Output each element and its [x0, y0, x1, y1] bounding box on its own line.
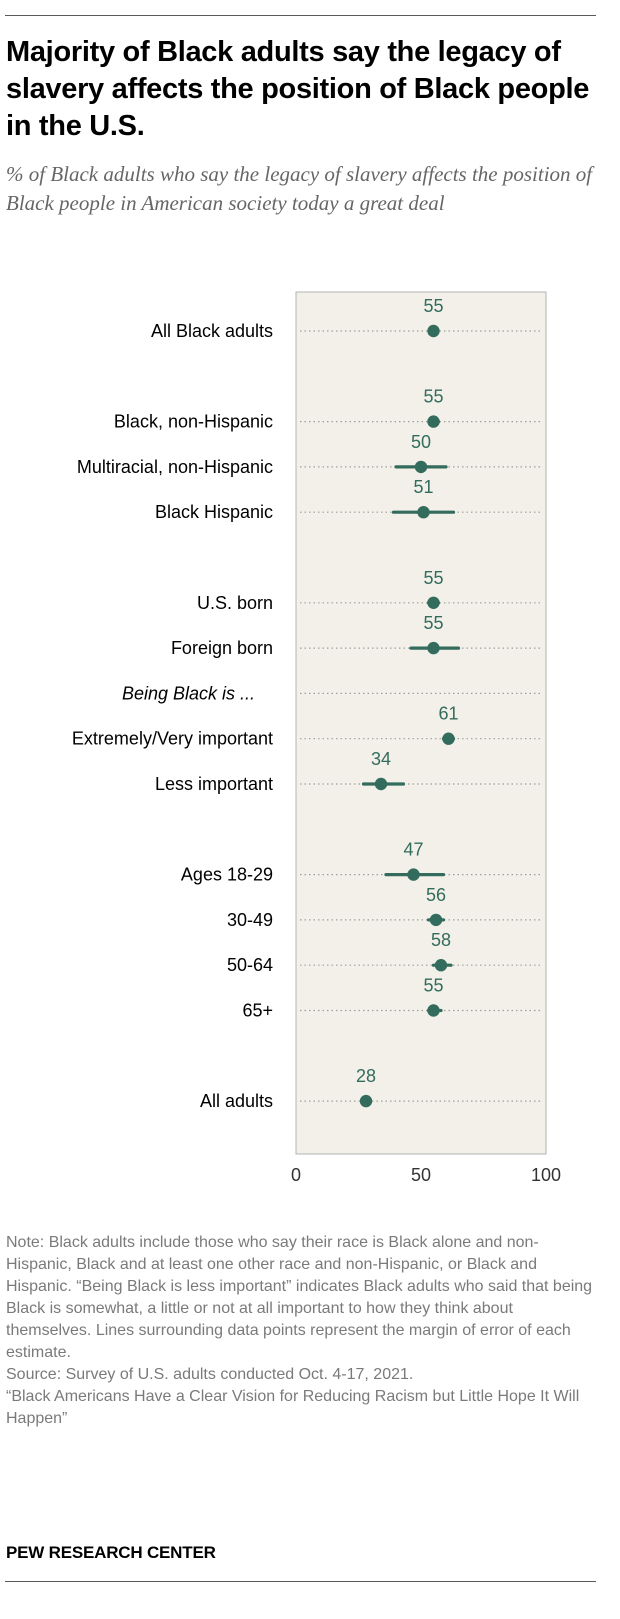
- data-label-65: 55: [423, 976, 443, 996]
- x-axis: 0 50 100: [291, 1165, 561, 1185]
- category-label-less-important: Less important: [155, 774, 273, 794]
- category-label-all-black-adults: All Black adults: [151, 321, 273, 341]
- data-point-65: [427, 1004, 440, 1017]
- data-label-extremely-very-important: 61: [438, 704, 458, 724]
- category-label-extremely-very-important: Extremely/Very important: [72, 729, 273, 749]
- category-label-black-non-hispanic: Black, non-Hispanic: [114, 412, 273, 432]
- category-label-30-49: 30-49: [227, 910, 273, 930]
- footer-notes: Note: Black adults include those who say…: [6, 1232, 596, 1430]
- data-label-all-adults: 28: [356, 1066, 376, 1086]
- bottom-rule: [5, 1581, 596, 1582]
- data-point-less-important: [374, 777, 388, 791]
- data-point-foreign-born: [427, 641, 440, 655]
- x-tick-label-100: 100: [531, 1165, 561, 1185]
- category-label-65: 65+: [242, 1001, 273, 1021]
- data-point-30-49: [429, 913, 443, 927]
- data-label-all-black-adults: 55: [423, 296, 443, 316]
- category-label-ages-18-29: Ages 18-29: [181, 865, 273, 885]
- data-label-ages-18-29: 47: [403, 840, 423, 860]
- group-header-label: Being Black is ...: [122, 683, 255, 703]
- data-label-30-49: 56: [426, 885, 446, 905]
- source-text: Source: Survey of U.S. adults conducted …: [6, 1366, 414, 1383]
- data-point-black-hispanic: [417, 506, 430, 519]
- category-label-u-s-born: U.S. born: [197, 593, 273, 613]
- category-label-50-64: 50-64: [227, 955, 273, 975]
- category-label-black-hispanic: Black Hispanic: [155, 502, 273, 522]
- chart-title: Majority of Black adults say the legacy …: [6, 36, 590, 142]
- category-label-all-adults: All adults: [200, 1091, 273, 1111]
- category-label-multiracial-non-hispanic: Multiracial, non-Hispanic: [77, 457, 273, 477]
- data-label-foreign-born: 55: [423, 613, 443, 633]
- x-tick-label-0: 0: [291, 1165, 301, 1185]
- top-rule: [5, 15, 596, 16]
- data-point-all-adults: [359, 1094, 373, 1108]
- data-label-black-non-hispanic: 55: [423, 387, 443, 407]
- chart-subtitle: % of Black adults who say the legacy of …: [6, 162, 593, 215]
- data-label-black-hispanic: 51: [413, 477, 433, 497]
- data-point-ages-18-29: [407, 868, 420, 881]
- data-point-u-s-born: [427, 596, 440, 609]
- data-label-u-s-born: 55: [423, 568, 443, 588]
- data-point-multiracial-non-hispanic: [414, 460, 428, 474]
- data-label-50-64: 58: [431, 930, 451, 950]
- data-point-all-black-adults: [427, 324, 440, 338]
- data-label-less-important: 34: [371, 749, 391, 769]
- x-tick-label-50: 50: [411, 1165, 431, 1185]
- category-label-foreign-born: Foreign born: [171, 638, 273, 658]
- pew-research-center-logo-text: PEW RESEARCH CENTER: [6, 1543, 216, 1562]
- rows-layer: All Black adults 55 Black, non-Hispanic 55 M…: [72, 296, 542, 1111]
- data-point-extremely-very-important: [442, 732, 455, 745]
- data-label-multiracial-non-hispanic: 50: [411, 432, 431, 452]
- data-point-black-non-hispanic: [427, 415, 440, 428]
- data-point-50-64: [434, 959, 448, 972]
- dot-plot-chart: All Black adults 55 Black, non-Hispanic 55 M…: [72, 291, 561, 1185]
- note-text: Note: Black adults include those who say…: [6, 1234, 593, 1361]
- report-title-text: “Black Americans Have a Clear Vision for…: [6, 1388, 580, 1427]
- plot-background: [295, 291, 547, 1155]
